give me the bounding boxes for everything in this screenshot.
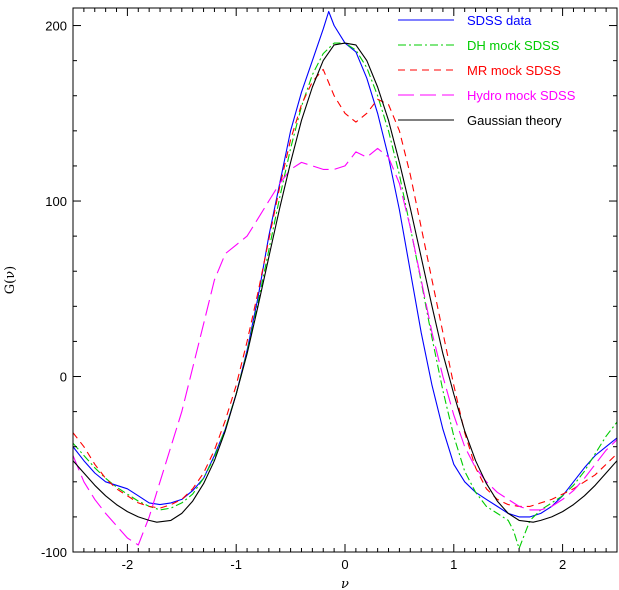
series-layer (73, 10, 617, 550)
x-tick-label: 2 (559, 557, 566, 572)
x-tick-label: -2 (122, 557, 134, 572)
legend-label: SDSS data (467, 13, 532, 28)
series-line-dh-mock-sdss (73, 42, 617, 550)
x-axis-title: ν (341, 577, 349, 590)
y-tick-label: -100 (41, 545, 67, 560)
legend-label: DH mock SDSS (467, 38, 560, 53)
y-tick-label: 100 (45, 194, 67, 209)
series-line-hydro-mock-sdss (73, 147, 617, 546)
x-tick-label: 1 (450, 557, 457, 572)
legend-label: Gaussian theory (467, 113, 562, 128)
legend-label: Hydro mock SDSS (467, 88, 576, 103)
series-line-gaussian-theory (73, 42, 617, 523)
y-tick-label: 0 (60, 370, 67, 385)
ticks-layer: -2 -1 0 1 2 -100 0 100 200 (41, 8, 618, 572)
legend: SDSS data DH mock SDSS MR mock SDSS Hydro m… (398, 13, 576, 128)
series-line-sdss-data (73, 10, 617, 518)
y-axis-title: G(ν) (3, 266, 18, 294)
x-tick-label: -1 (230, 557, 242, 572)
series-line-mr-mock-sdss (73, 68, 617, 509)
x-tick-label: 0 (341, 557, 348, 572)
legend-label: MR mock SDSS (467, 63, 561, 78)
y-tick-label: 200 (45, 19, 67, 34)
